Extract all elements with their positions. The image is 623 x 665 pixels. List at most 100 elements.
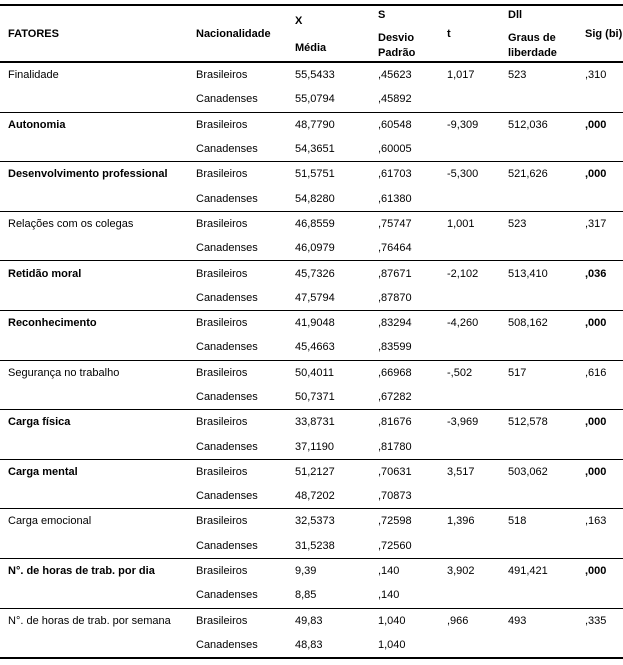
nationality-cell: Canadenses <box>196 93 258 106</box>
table-row: Carga emocional Brasileiros 32,5373 ,72598 1… <box>0 509 623 534</box>
desvio-cell: ,70631 <box>378 465 412 478</box>
factor-cell <box>0 335 188 360</box>
header-nacionalidade: Nacionalidade <box>196 27 271 40</box>
t-cell <box>439 137 500 162</box>
df-cell: 523 <box>508 69 527 82</box>
desvio-cell: ,83599 <box>378 341 412 354</box>
sig-cell <box>577 236 623 261</box>
df-cell <box>500 137 577 162</box>
media-cell: 55,5433 <box>295 69 335 82</box>
media-cell: 41,9048 <box>295 317 335 330</box>
factor-cell: N°. de horas de trab. por semana <box>8 614 171 627</box>
media-cell: 45,7326 <box>295 267 335 280</box>
factor-group: N°. de horas de trab. por dia Brasileiros… <box>0 558 623 608</box>
header-df-label: Graus de liberdade <box>508 32 557 59</box>
media-cell: 31,5238 <box>295 539 335 552</box>
factor-cell: Segurança no trabalho <box>8 366 120 379</box>
media-cell: 51,2127 <box>295 465 335 478</box>
table-row: N°. de horas de trab. por dia Brasileiros… <box>0 558 623 583</box>
factor-cell <box>0 137 188 162</box>
table-row: Carga mental Brasileiros 51,2127 ,70631 3,51… <box>0 459 623 484</box>
table-row: Retidão moral Brasileiros 45,7326 ,87671 -2,… <box>0 261 623 286</box>
nationality-cell: Canadenses <box>196 242 258 255</box>
sig-cell: ,000 <box>585 168 607 181</box>
desvio-cell: ,45623 <box>378 69 412 82</box>
t-cell: -2,102 <box>447 267 479 280</box>
df-cell: 493 <box>508 614 527 627</box>
header-desvio-label: Desvio Padrão <box>378 32 416 59</box>
table-row: Canadenses 48,83 1,040 <box>0 633 623 658</box>
t-cell <box>439 633 500 658</box>
nationality-cell: Brasileiros <box>196 416 248 429</box>
header-media-symbol: X <box>295 15 303 27</box>
table-row: Carga física Brasileiros 33,8731 ,81676 -3,9… <box>0 410 623 435</box>
factor-cell: Relações com os colegas <box>8 217 134 230</box>
sig-cell <box>577 137 623 162</box>
df-cell <box>500 286 577 311</box>
t-cell: -5,300 <box>447 168 479 181</box>
t-cell <box>439 335 500 360</box>
t-cell: -4,260 <box>447 317 479 330</box>
factor-group: Relações com os colegas Brasileiros 46,855… <box>0 211 623 261</box>
factor-cell <box>0 87 188 112</box>
factor-cell: Retidão moral <box>8 267 82 280</box>
factor-cell <box>0 633 188 658</box>
desvio-cell: ,72598 <box>378 515 412 528</box>
table-row: N°. de horas de trab. por semana Brasilei… <box>0 608 623 633</box>
t-cell: 3,902 <box>447 565 475 578</box>
factor-cell: Autonomia <box>8 118 66 131</box>
t-cell <box>439 87 500 112</box>
factor-cell <box>0 484 188 509</box>
header-graus-liberdade: Dll Graus de liberdade <box>500 5 577 62</box>
factor-cell: Carga mental <box>8 465 78 478</box>
factor-cell: N°. de horas de trab. por dia <box>8 565 155 578</box>
factor-group: Carga mental Brasileiros 51,2127 ,70631 3,51… <box>0 459 623 509</box>
desvio-cell: ,140 <box>378 589 400 602</box>
media-cell: 54,8280 <box>295 192 335 205</box>
t-test-statistics-table: FATORES Nacionalidade X Média S Desvio P… <box>0 4 623 660</box>
desvio-cell: ,61380 <box>378 192 412 205</box>
table-row: Canadenses 55,0794 ,45892 <box>0 87 623 112</box>
df-cell <box>500 385 577 410</box>
factor-cell <box>0 534 188 559</box>
desvio-cell: ,45892 <box>378 93 412 106</box>
sig-cell: ,000 <box>585 565 607 578</box>
df-cell: 513,410 <box>508 267 548 280</box>
desvio-cell: ,140 <box>378 565 400 578</box>
factor-cell <box>0 583 188 608</box>
desvio-cell: ,81780 <box>378 440 412 453</box>
factor-cell <box>0 186 188 211</box>
df-cell <box>500 633 577 658</box>
header-desvio-symbol: S <box>378 9 386 21</box>
t-cell <box>439 534 500 559</box>
media-cell: 55,0794 <box>295 93 335 106</box>
nationality-cell: Brasileiros <box>196 118 248 131</box>
factor-cell <box>0 286 188 311</box>
sig-cell: ,335 <box>585 614 607 627</box>
df-cell <box>500 236 577 261</box>
df-cell: 512,036 <box>508 118 548 131</box>
media-cell: 45,4663 <box>295 341 335 354</box>
sig-cell: ,036 <box>585 267 607 280</box>
media-cell: 48,7790 <box>295 118 335 131</box>
header-media-label: Média <box>295 42 327 54</box>
sig-cell <box>577 286 623 311</box>
header-fatores: FATORES <box>8 27 59 40</box>
nationality-cell: Brasileiros <box>196 317 248 330</box>
desvio-cell: ,70873 <box>378 490 412 503</box>
df-cell <box>500 534 577 559</box>
t-cell: 1,017 <box>447 69 475 82</box>
media-cell: 32,5373 <box>295 515 335 528</box>
header-t: t <box>447 27 451 40</box>
table-row: Canadenses 46,0979 ,76464 <box>0 236 623 261</box>
media-cell: 50,7371 <box>295 391 335 403</box>
factor-group: Carga física Brasileiros 33,8731 ,81676 -3,9… <box>0 409 623 460</box>
nationality-cell: Brasileiros <box>196 465 248 478</box>
header-row: FATORES Nacionalidade X Média S Desvio P… <box>0 5 623 62</box>
t-cell <box>439 286 500 311</box>
nationality-cell: Brasileiros <box>196 217 248 230</box>
media-cell: 47,5794 <box>295 291 335 304</box>
factor-cell <box>0 434 188 459</box>
table-row: Relações com os colegas Brasileiros 46,855… <box>0 211 623 236</box>
factor-group: Retidão moral Brasileiros 45,7326 ,87671 -2,… <box>0 260 623 311</box>
